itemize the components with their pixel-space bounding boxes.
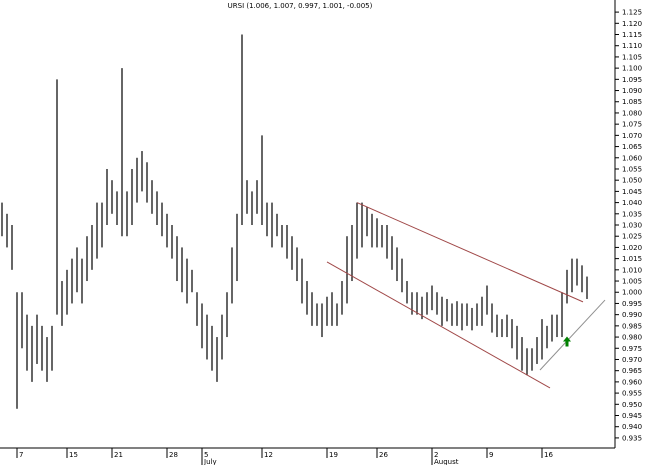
- y-tick-label: 0.985: [622, 322, 642, 330]
- y-tick-label: 1.085: [622, 98, 642, 106]
- y-tick-label: 0.995: [622, 300, 642, 308]
- y-tick-label: 1.095: [622, 76, 642, 84]
- x-tick-label: 19: [329, 451, 338, 459]
- y-tick-label: 1.060: [622, 154, 642, 162]
- y-tick-label: 1.005: [622, 278, 642, 286]
- y-tick-label: 1.070: [622, 132, 642, 140]
- y-tick-label: 1.090: [622, 87, 642, 95]
- x-tick-label: 26: [379, 451, 388, 459]
- month-label: July: [203, 458, 217, 465]
- y-tick-label: 1.010: [622, 266, 642, 274]
- y-tick-label: 1.025: [622, 233, 642, 241]
- trendline: [356, 202, 584, 303]
- y-tick-label: 0.935: [622, 434, 642, 442]
- x-tick-label: 2: [434, 451, 438, 459]
- x-tick-label: 21: [114, 451, 123, 459]
- y-tick-label: 0.990: [622, 311, 642, 319]
- trendline: [326, 261, 551, 389]
- x-tick-label: 12: [264, 451, 273, 459]
- y-tick-label: 1.115: [622, 31, 642, 39]
- y-tick-label: 1.045: [622, 188, 642, 196]
- y-tick-label: 1.020: [622, 244, 642, 252]
- y-tick-label: 0.980: [622, 334, 642, 342]
- x-tick-label: 16: [544, 451, 553, 459]
- y-tick-label: 1.015: [622, 255, 642, 263]
- y-tick-label: 0.950: [622, 401, 642, 409]
- y-tick-label: 1.100: [622, 65, 642, 73]
- y-tick-label: 1.035: [622, 210, 642, 218]
- y-tick-label: 1.065: [622, 143, 642, 151]
- signal-arrow: [563, 336, 571, 347]
- y-tick-label: 1.105: [622, 53, 642, 61]
- y-tick-label: 1.000: [622, 289, 642, 297]
- trendline: [539, 299, 606, 371]
- y-tick-label: 0.965: [622, 367, 642, 375]
- x-tick-label: 15: [69, 451, 78, 459]
- y-tick-label: 0.975: [622, 345, 642, 353]
- x-tick-label: 5: [204, 451, 208, 459]
- y-tick-label: 1.110: [622, 42, 642, 50]
- y-tick-label: 0.960: [622, 378, 642, 386]
- y-tick-label: 1.080: [622, 109, 642, 117]
- y-tick-label: 1.075: [622, 121, 642, 129]
- y-tick-label: 0.940: [622, 423, 642, 431]
- y-tick-label: 0.945: [622, 412, 642, 420]
- x-tick-label: 7: [19, 451, 23, 459]
- y-tick-label: 1.040: [622, 199, 642, 207]
- y-tick-label: 1.055: [622, 165, 642, 173]
- y-tick-label: 1.050: [622, 177, 642, 185]
- y-tick-label: 0.970: [622, 356, 642, 364]
- y-tick-label: 0.955: [622, 390, 642, 398]
- month-label: August: [434, 458, 459, 465]
- y-tick-label: 1.120: [622, 20, 642, 28]
- y-tick-label: 1.030: [622, 222, 642, 230]
- chart-title: URSI (1.006, 1.007, 0.997, 1.001, -0.005…: [228, 2, 373, 10]
- y-tick-label: 1.125: [622, 9, 642, 17]
- x-tick-label: 28: [169, 451, 178, 459]
- x-tick-label: 9: [489, 451, 493, 459]
